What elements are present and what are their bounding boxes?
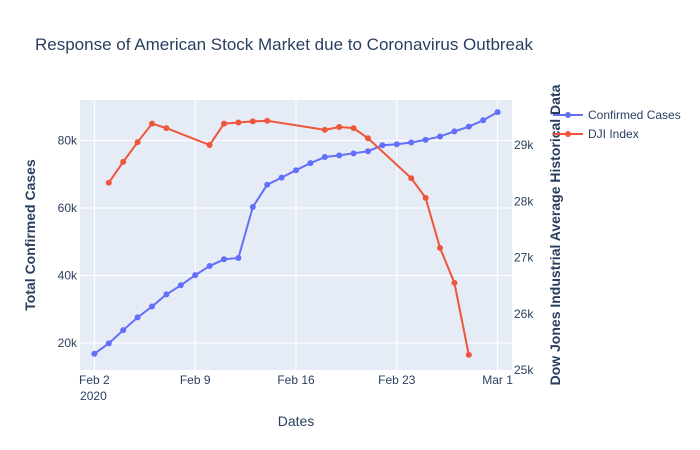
- data-point-confirmed-cases[interactable]: [235, 254, 242, 261]
- data-point-confirmed-cases[interactable]: [105, 340, 112, 347]
- data-point-confirmed-cases[interactable]: [422, 136, 429, 143]
- legend-item-confirmed-cases[interactable]: Confirmed Cases: [553, 108, 681, 122]
- data-point-confirmed-cases[interactable]: [221, 256, 227, 263]
- data-point-confirmed-cases[interactable]: [163, 291, 170, 298]
- data-point-dji-index[interactable]: [206, 142, 213, 148]
- data-point-dji-index[interactable]: [422, 194, 429, 201]
- data-point-dji-index[interactable]: [163, 125, 170, 132]
- legend-marker-confirmed-cases: [565, 112, 571, 118]
- x-tick-label: Mar 1: [482, 373, 513, 387]
- data-point-confirmed-cases[interactable]: [393, 141, 400, 148]
- data-point-confirmed-cases[interactable]: [350, 150, 357, 157]
- data-point-dji-index[interactable]: [321, 126, 328, 133]
- data-point-dji-index[interactable]: [451, 279, 458, 286]
- x-tick-sublabel: 2020: [80, 389, 107, 403]
- data-point-confirmed-cases[interactable]: [293, 167, 299, 174]
- x-tick-label: Feb 9: [180, 373, 211, 387]
- data-point-confirmed-cases[interactable]: [134, 314, 141, 321]
- data-point-dji-index[interactable]: [105, 179, 112, 186]
- legend-label-dji-index: DJI Index: [588, 127, 639, 141]
- data-point-confirmed-cases[interactable]: [149, 303, 155, 310]
- data-point-dji-index[interactable]: [336, 124, 343, 130]
- data-point-confirmed-cases[interactable]: [91, 350, 98, 357]
- x-tick-label: Feb 16: [277, 373, 315, 387]
- chart-title: Response of American Stock Market due to…: [35, 35, 533, 54]
- data-point-confirmed-cases[interactable]: [120, 327, 127, 334]
- data-point-dji-index[interactable]: [437, 244, 443, 251]
- data-point-confirmed-cases[interactable]: [480, 117, 487, 124]
- data-point-confirmed-cases[interactable]: [278, 174, 285, 181]
- y-left-axis-title: Total Confirmed Cases: [22, 159, 38, 311]
- data-point-dji-index[interactable]: [264, 117, 271, 124]
- data-point-dji-index[interactable]: [249, 118, 256, 125]
- data-point-confirmed-cases[interactable]: [307, 160, 314, 167]
- data-point-confirmed-cases[interactable]: [451, 128, 458, 135]
- data-point-confirmed-cases[interactable]: [408, 139, 415, 146]
- data-point-confirmed-cases[interactable]: [437, 133, 443, 140]
- y-left-tick-label: 80k: [58, 134, 78, 148]
- data-point-dji-index[interactable]: [408, 175, 415, 182]
- data-point-confirmed-cases[interactable]: [264, 181, 271, 188]
- y-gridlines: [80, 140, 512, 344]
- data-point-dji-index[interactable]: [350, 125, 357, 132]
- data-point-confirmed-cases[interactable]: [365, 148, 371, 155]
- series-dji-index: [105, 117, 472, 358]
- data-point-confirmed-cases[interactable]: [379, 142, 386, 149]
- data-point-dji-index[interactable]: [149, 120, 155, 127]
- x-axis-title: Dates: [278, 413, 315, 429]
- series-confirmed-cases: [91, 109, 501, 357]
- y-left-tick-label: 20k: [58, 336, 78, 350]
- data-point-confirmed-cases[interactable]: [249, 203, 256, 210]
- y-left-tick-label: 40k: [58, 269, 78, 283]
- legend-marker-dji-index: [565, 131, 571, 137]
- x-tick-labels: Feb 2 2020 Feb 9 Feb 16 Feb 23 Mar 1: [79, 373, 513, 403]
- series-layer: [91, 109, 501, 358]
- data-point-dji-index[interactable]: [120, 158, 127, 165]
- legend: Confirmed Cases DJI Index: [553, 108, 681, 141]
- data-point-confirmed-cases[interactable]: [494, 109, 501, 116]
- x-tick-label: Feb 2: [79, 373, 110, 387]
- data-point-confirmed-cases[interactable]: [192, 272, 199, 279]
- y-right-tick-label: 25k: [514, 363, 534, 377]
- y-right-tick-label: 29k: [514, 138, 534, 152]
- data-point-confirmed-cases[interactable]: [321, 154, 328, 161]
- data-point-dji-index[interactable]: [134, 139, 141, 146]
- data-point-dji-index[interactable]: [465, 351, 472, 358]
- data-point-dji-index[interactable]: [221, 120, 227, 127]
- data-point-dji-index[interactable]: [235, 119, 242, 126]
- y-right-tick-label: 27k: [514, 251, 534, 265]
- y-left-tick-labels: 20k 40k 60k 80k: [58, 134, 78, 351]
- data-point-confirmed-cases[interactable]: [177, 282, 184, 289]
- y-right-tick-label: 26k: [514, 307, 534, 321]
- data-point-confirmed-cases[interactable]: [206, 263, 213, 270]
- legend-item-dji-index[interactable]: DJI Index: [553, 127, 639, 141]
- y-right-tick-labels: 25k 26k 27k 28k 29k: [514, 138, 534, 377]
- data-point-dji-index[interactable]: [365, 135, 371, 142]
- x-tick-label: Feb 23: [378, 373, 416, 387]
- data-point-confirmed-cases[interactable]: [336, 152, 343, 159]
- legend-label-confirmed-cases: Confirmed Cases: [588, 108, 681, 122]
- y-right-tick-label: 28k: [514, 194, 534, 208]
- data-point-confirmed-cases[interactable]: [465, 123, 472, 130]
- y-right-axis-title: Dow Jones Industrial Average Historical …: [547, 84, 563, 385]
- y-left-tick-label: 60k: [58, 201, 78, 215]
